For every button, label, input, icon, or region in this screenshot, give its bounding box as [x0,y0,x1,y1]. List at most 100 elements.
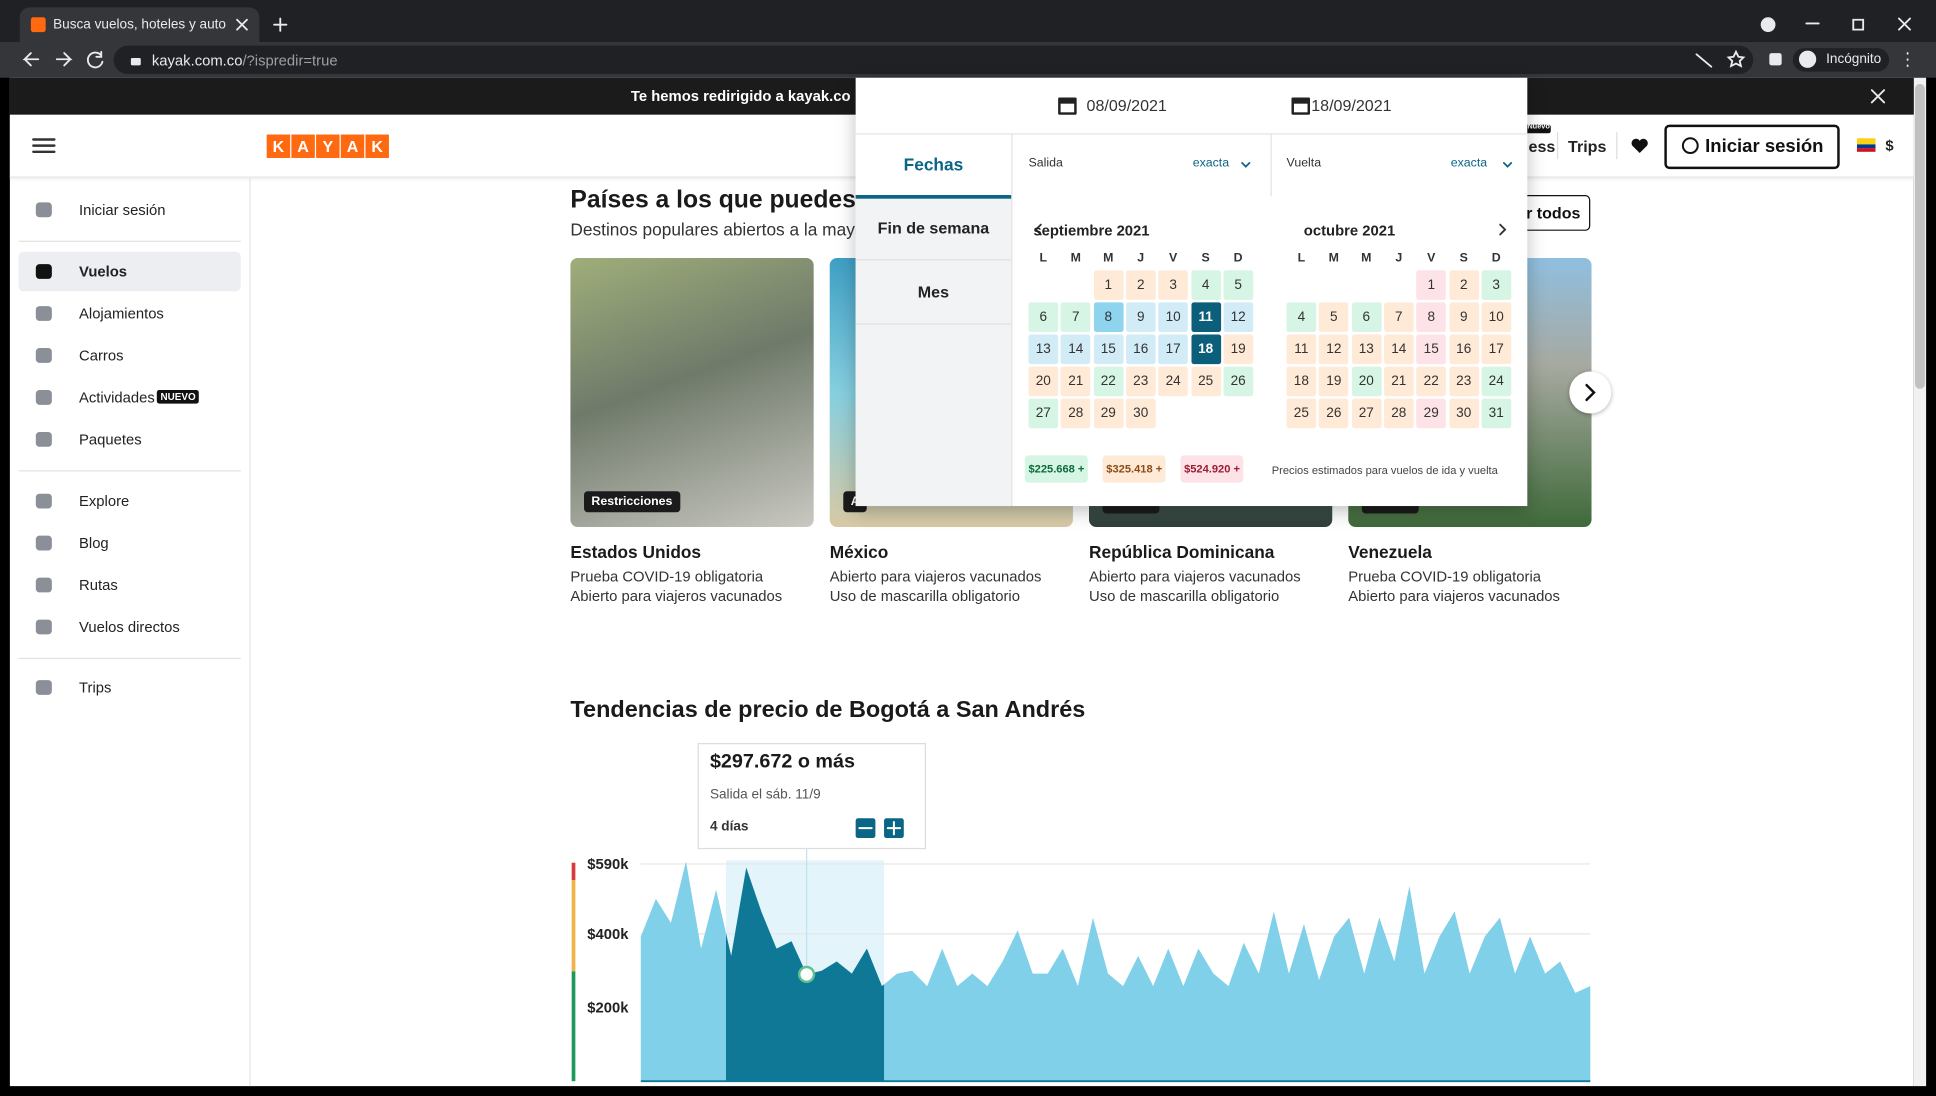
day-cell[interactable]: 4 [1190,270,1221,300]
day-cell[interactable]: 21 [1060,366,1091,397]
day-cell[interactable]: 1 [1416,270,1447,300]
day-cell[interactable]: 7 [1383,302,1414,333]
day-cell[interactable]: 19 [1223,334,1253,365]
prev-month[interactable] [1034,223,1042,236]
picker-tab[interactable]: Fin de semana [877,218,990,237]
day-cell[interactable]: 25 [1190,366,1221,397]
scrollbar-thumb[interactable] [1915,83,1925,389]
day-cell[interactable]: 5 [1223,270,1253,300]
picker-tab[interactable]: Fechas [903,154,964,175]
sidebar-item[interactable]: Blog [79,534,109,552]
sidebar-item[interactable]: Explore [79,492,130,510]
logo-letter[interactable]: K [266,134,291,158]
tab[interactable] [19,7,260,42]
picker-tab[interactable]: Mes [917,282,950,302]
day-cell[interactable]: 14 [1383,334,1414,365]
scale-bar [571,971,576,1082]
day-cell[interactable]: 28 [1060,398,1091,429]
sidebar-item[interactable]: Carros [79,346,124,365]
trips-link[interactable]: Trips [1568,137,1607,156]
card-title[interactable]: México [829,541,889,562]
sidebar-item[interactable]: Rutas [79,576,118,594]
day-cell[interactable]: 29 [1416,398,1447,429]
day-cell[interactable]: 11 [1190,302,1221,333]
day-cell[interactable]: 6 [1351,302,1382,333]
card-image[interactable] [570,257,814,528]
sidebar-item[interactable]: Paquetes [79,430,142,449]
day-cell[interactable]: 2 [1125,270,1156,300]
day-cell[interactable]: 20 [1351,366,1382,397]
day-cell[interactable]: 30 [1125,398,1156,429]
day-cell[interactable]: 3 [1481,270,1512,300]
tab-active[interactable] [855,134,1012,199]
depart-flex[interactable]: exacta [1192,156,1230,171]
day-cell[interactable]: 28 [1383,398,1414,429]
day-cell[interactable]: 17 [1481,334,1512,365]
increase-button[interactable] [884,818,904,839]
day-cell[interactable]: 14 [1060,334,1091,365]
day-cell[interactable]: 16 [1125,334,1156,365]
card-title[interactable]: Venezuela [1348,541,1432,562]
day-cell[interactable]: 26 [1223,366,1253,397]
day-cell[interactable]: 23 [1448,366,1479,397]
day-cell[interactable]: 30 [1448,398,1479,429]
day-cell[interactable]: 11 [1286,334,1317,365]
day-cell[interactable]: 17 [1158,334,1189,365]
day-cell[interactable]: 21 [1383,366,1414,397]
carousel-next[interactable] [1569,371,1612,414]
decrease-button[interactable] [855,818,876,839]
day-cell[interactable]: 13 [1351,334,1382,365]
day-cell[interactable]: 8 [1093,302,1124,333]
address-bar[interactable] [113,45,1754,75]
day-cell[interactable]: 1 [1093,270,1124,300]
day-cell[interactable]: 18 [1286,366,1317,397]
day-cell[interactable]: 19 [1319,366,1349,397]
day-cell[interactable]: 16 [1448,334,1479,365]
sidebar-item[interactable]: Vuelos directos [79,618,180,636]
sidebar-item[interactable]: Vuelos [79,262,128,281]
day-cell[interactable]: 29 [1093,398,1124,429]
day-cell[interactable]: 22 [1416,366,1447,397]
sign-in-button[interactable] [1664,124,1840,170]
currency[interactable]: $ [1885,137,1894,155]
day-cell[interactable]: 27 [1028,398,1059,429]
day-cell[interactable]: 24 [1158,366,1189,397]
day-cell[interactable]: 18 [1190,334,1221,365]
day-cell[interactable]: 10 [1158,302,1189,333]
day-cell[interactable]: 3 [1158,270,1189,300]
card-title[interactable]: Estados Unidos [570,541,702,562]
nav-link[interactable]: ess [1528,137,1556,156]
day-cell[interactable]: 15 [1416,334,1447,365]
flag[interactable] [1856,138,1876,145]
next-month[interactable] [1499,223,1507,236]
sidebar-item[interactable]: Actividades [79,388,155,407]
day-cell[interactable]: 2 [1448,270,1479,300]
day-cell[interactable]: 12 [1223,302,1253,333]
depart-date[interactable]: 08/09/2021 [1086,96,1167,115]
day-cell[interactable]: 13 [1028,334,1059,365]
day-cell[interactable]: 4 [1286,302,1317,333]
day-cell[interactable]: 12 [1319,334,1349,365]
day-cell[interactable]: 10 [1481,302,1512,333]
sidebar-item[interactable]: Alojamientos [79,304,164,323]
day-cell[interactable]: 23 [1125,366,1156,397]
day-cell[interactable]: 8 [1416,302,1447,333]
day-cell[interactable]: 31 [1481,398,1512,429]
day-cell[interactable]: 25 [1286,398,1317,429]
day-cell[interactable]: 9 [1448,302,1479,333]
return-flex[interactable]: exacta [1450,156,1488,171]
day-cell[interactable]: 15 [1093,334,1124,365]
day-cell[interactable]: 7 [1060,302,1091,333]
day-cell[interactable]: 5 [1319,302,1349,333]
sidebar-item[interactable]: Trips [79,678,112,697]
return-date[interactable]: 18/09/2021 [1311,96,1392,115]
day-cell[interactable]: 22 [1093,366,1124,397]
day-cell[interactable]: 27 [1351,398,1382,429]
card-title[interactable]: República Dominicana [1089,541,1275,562]
day-cell[interactable]: 24 [1481,366,1512,397]
day-cell[interactable]: 26 [1319,398,1349,429]
day-cell[interactable]: 6 [1028,302,1059,333]
sidebar-item[interactable]: Iniciar sesión [79,201,166,219]
day-cell[interactable]: 9 [1125,302,1156,333]
day-cell[interactable]: 20 [1028,366,1059,397]
